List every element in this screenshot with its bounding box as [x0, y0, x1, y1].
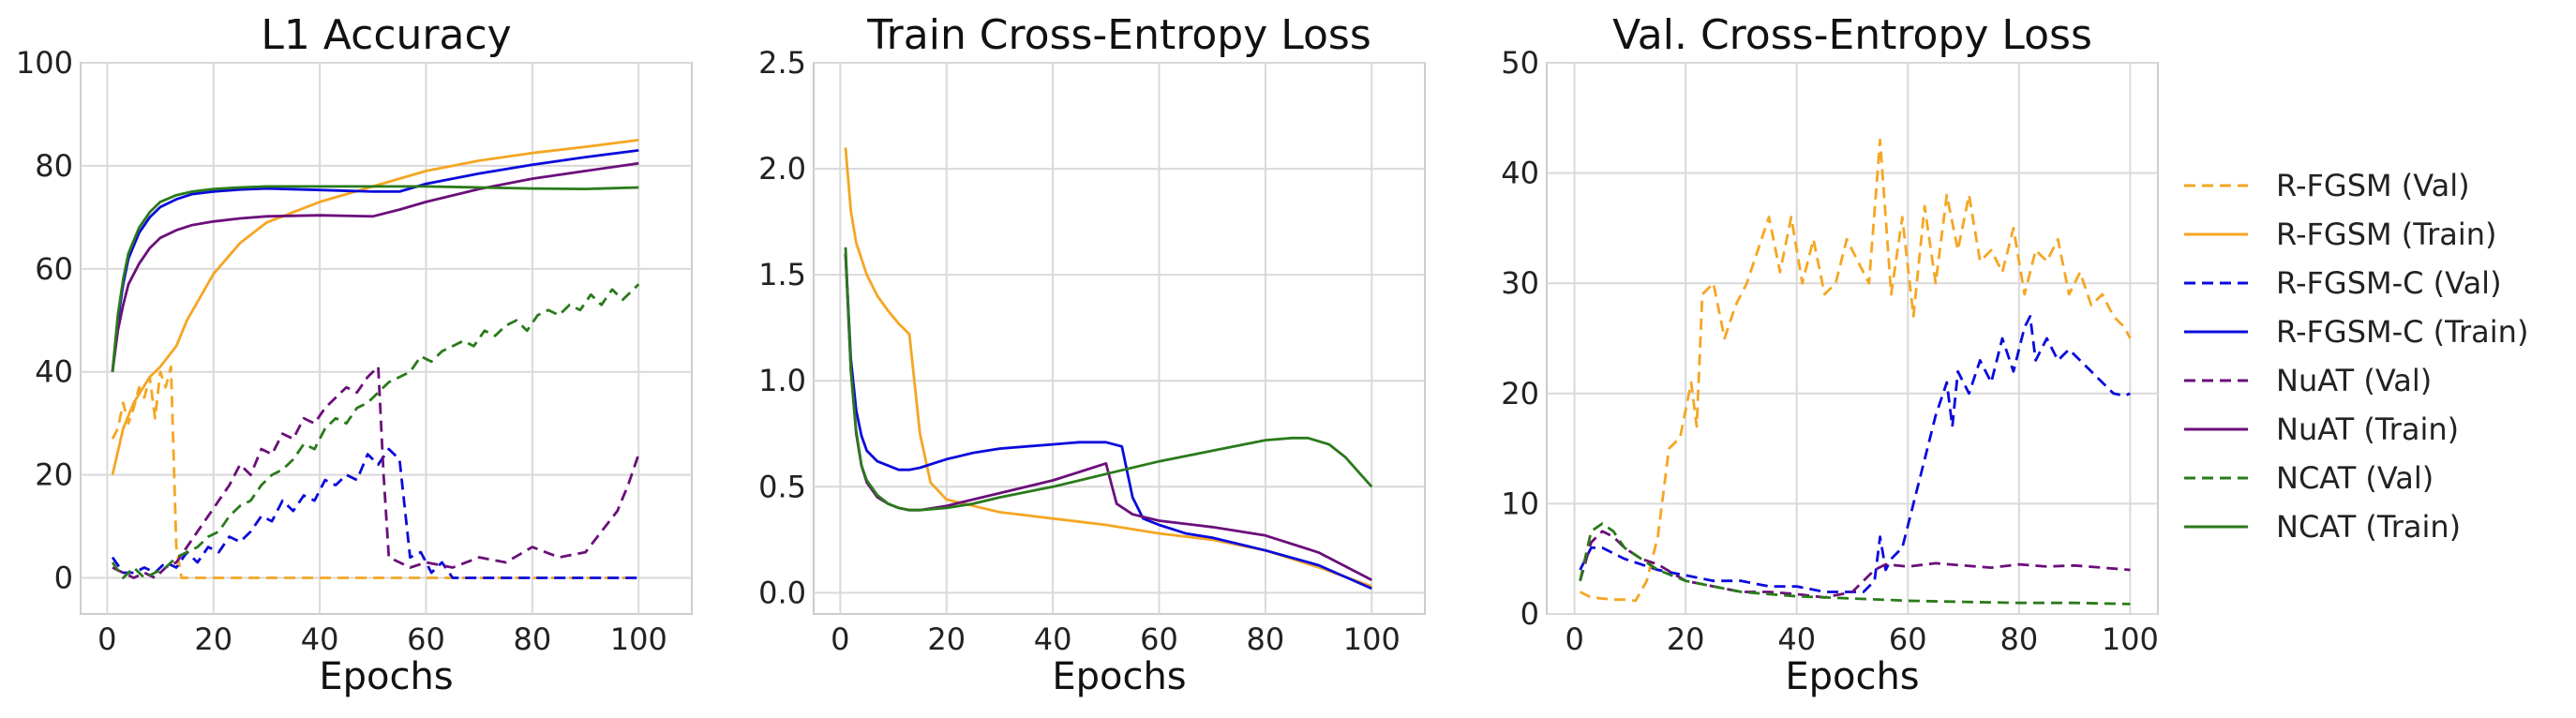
- series-line-nuat-val: [112, 365, 640, 579]
- train-loss-chart: 0 20 40 60 80 100 0.0 0.5 1.0 1.5 2.0 2.5 Train Cro…: [758, 11, 1426, 698]
- y-tick-label: 2.5: [758, 45, 806, 81]
- x-axis-label: Epochs: [319, 655, 453, 698]
- series-line-nuat-val: [1579, 530, 2131, 599]
- legend: R-FGSM (Val) R-FGSM (Train) R-FGSM-C (Val)…: [2184, 168, 2528, 545]
- y-tick-label: 0.0: [758, 575, 806, 610]
- val-loss-chart: 0 20 40 60 80 100 0 10 20 30 40 50 Val. Cross-Entro…: [1501, 11, 2159, 698]
- series-line-r-fgsm-c-train: [844, 253, 1372, 591]
- y-tick-label: 40: [1501, 156, 1539, 191]
- y-tick-label: 1.5: [758, 257, 806, 292]
- x-tick-label: 20: [927, 621, 966, 657]
- series-line-r-fgsm-val: [111, 365, 639, 579]
- chart-title: L1 Accuracy: [261, 11, 511, 59]
- series-line-ncat-train: [844, 247, 1373, 512]
- y-tick-label: 50: [1501, 45, 1539, 81]
- legend-label-ncat-val: NCAT (Val): [2276, 460, 2434, 496]
- chart-title: Val. Cross-Entropy Loss: [1612, 11, 2092, 59]
- legend-label-r-fgsm-val: R-FGSM (Val): [2276, 168, 2470, 203]
- x-tick-label: 0: [1565, 621, 1583, 657]
- x-tick-label: 100: [2102, 621, 2159, 657]
- x-tick-label: 100: [610, 621, 667, 657]
- series-line-nuat-train: [111, 161, 639, 372]
- x-tick-label: 0: [97, 621, 116, 657]
- x-tick-label: 60: [407, 621, 445, 657]
- x-tick-label: 80: [1999, 621, 2038, 657]
- series-line-r-fgsm-c-val: [111, 447, 639, 579]
- x-tick-label: 60: [1889, 621, 1927, 657]
- y-tick-label: 0: [1520, 596, 1539, 632]
- series-line-r-fgsm-c-train: [111, 149, 639, 372]
- chart-title: Train Cross-Entropy Loss: [866, 11, 1371, 59]
- legend-label-r-fgsm-c-train: R-FGSM-C (Train): [2276, 314, 2528, 350]
- y-tick-label: 30: [1501, 265, 1539, 301]
- series-line-r-fgsm-train: [844, 147, 1372, 588]
- series-line-ncat-val: [111, 283, 640, 579]
- x-tick-label: 0: [831, 621, 849, 657]
- y-tick-label: 10: [1501, 486, 1539, 521]
- y-tick-label: 60: [35, 251, 73, 287]
- series-line-nuat-train: [844, 253, 1372, 582]
- series-line-ncat-train: [111, 185, 639, 372]
- y-tick-label: 20: [1501, 376, 1539, 411]
- series-line-r-fgsm-val: [1579, 138, 2132, 603]
- y-tick-label: 100: [16, 45, 73, 81]
- series-line-r-fgsm-train: [111, 139, 639, 475]
- y-tick-label: 0.5: [758, 469, 806, 504]
- x-axis-label: Epochs: [1785, 655, 1919, 698]
- x-tick-label: 20: [1667, 621, 1705, 657]
- legend-label-ncat-train: NCAT (Train): [2276, 509, 2461, 545]
- y-tick-label: 40: [35, 354, 73, 390]
- x-tick-label: 80: [514, 621, 552, 657]
- y-tick-label: 0: [54, 561, 73, 596]
- series-line-ncat-val: [1579, 522, 2131, 606]
- series-line-r-fgsm-c-val: [1579, 315, 2131, 593]
- y-tick-label: 2.0: [758, 151, 806, 187]
- legend-label-nuat-train: NuAT (Train): [2276, 411, 2459, 447]
- plot-frame: [813, 62, 1426, 615]
- x-tick-label: 20: [194, 621, 232, 657]
- l1-accuracy-chart: 0 20 40 60 80 100 0 20 40 60 80 100 L1 Accuracy Epo…: [16, 11, 693, 698]
- y-tick-label: 20: [35, 457, 73, 493]
- x-tick-label: 40: [301, 621, 339, 657]
- x-tick-label: 40: [1777, 621, 1816, 657]
- y-tick-label: 1.0: [758, 363, 806, 398]
- y-tick-label: 80: [35, 148, 73, 184]
- legend-label-r-fgsm-train: R-FGSM (Train): [2276, 217, 2497, 252]
- x-tick-label: 40: [1034, 621, 1072, 657]
- x-axis-label: Epochs: [1052, 655, 1186, 698]
- legend-label-nuat-val: NuAT (Val): [2276, 363, 2432, 398]
- x-tick-label: 80: [1247, 621, 1285, 657]
- x-tick-label: 100: [1343, 621, 1400, 657]
- plot-frame: [1546, 62, 2159, 615]
- legend-label-r-fgsm-c-val: R-FGSM-C (Val): [2276, 265, 2502, 301]
- x-tick-label: 60: [1140, 621, 1178, 657]
